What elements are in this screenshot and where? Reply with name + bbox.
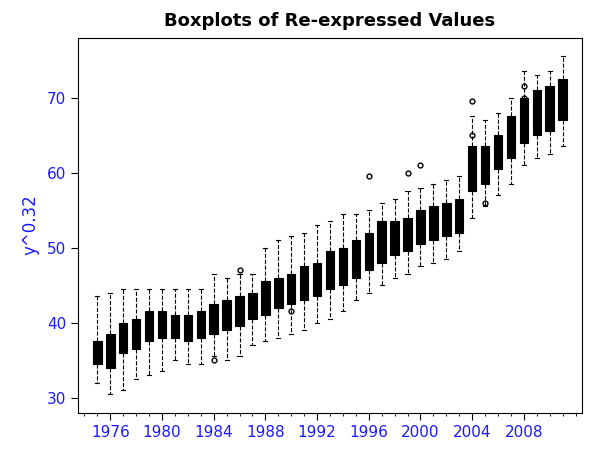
PathPatch shape — [235, 296, 244, 326]
PathPatch shape — [106, 334, 115, 368]
Y-axis label: y^0.32: y^0.32 — [22, 195, 40, 256]
PathPatch shape — [533, 90, 541, 135]
PathPatch shape — [403, 218, 412, 251]
PathPatch shape — [559, 79, 567, 120]
PathPatch shape — [339, 248, 347, 285]
PathPatch shape — [132, 319, 140, 349]
PathPatch shape — [416, 210, 425, 244]
PathPatch shape — [481, 146, 489, 184]
PathPatch shape — [377, 221, 386, 263]
PathPatch shape — [171, 315, 179, 338]
PathPatch shape — [313, 263, 321, 296]
PathPatch shape — [158, 311, 166, 338]
PathPatch shape — [274, 278, 283, 308]
PathPatch shape — [326, 251, 334, 289]
PathPatch shape — [365, 233, 373, 270]
PathPatch shape — [442, 203, 451, 236]
PathPatch shape — [287, 274, 295, 304]
PathPatch shape — [545, 86, 554, 131]
PathPatch shape — [507, 116, 515, 158]
PathPatch shape — [455, 199, 463, 233]
PathPatch shape — [223, 300, 231, 330]
PathPatch shape — [494, 135, 502, 169]
Title: Boxplots of Re-expressed Values: Boxplots of Re-expressed Values — [164, 12, 496, 30]
PathPatch shape — [300, 266, 308, 300]
PathPatch shape — [184, 315, 192, 341]
PathPatch shape — [429, 206, 437, 240]
PathPatch shape — [93, 341, 101, 364]
PathPatch shape — [352, 240, 360, 278]
PathPatch shape — [197, 311, 205, 338]
PathPatch shape — [391, 221, 399, 255]
PathPatch shape — [145, 311, 153, 341]
PathPatch shape — [468, 146, 476, 191]
PathPatch shape — [261, 281, 269, 315]
PathPatch shape — [209, 304, 218, 334]
PathPatch shape — [119, 323, 127, 353]
PathPatch shape — [248, 293, 257, 319]
PathPatch shape — [520, 98, 528, 143]
